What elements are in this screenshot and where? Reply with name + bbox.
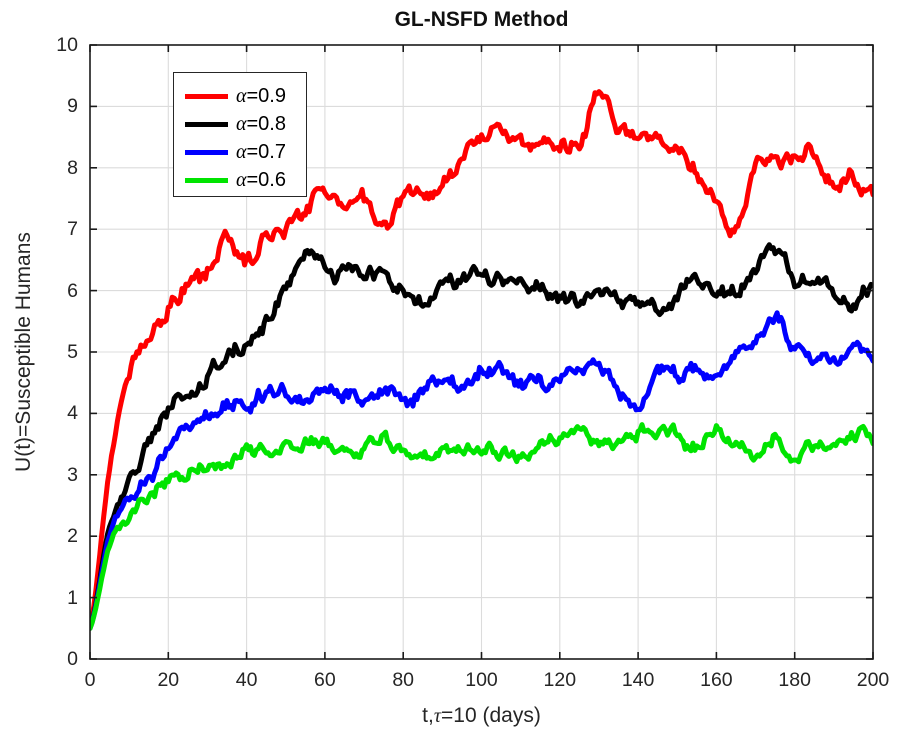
series-line-alpha-0.9: [90, 89, 873, 631]
x-tick-label: 180: [778, 669, 811, 691]
legend-swatch: [185, 93, 228, 99]
legend-value: =0.7: [246, 141, 286, 163]
x-tick-label: 0: [84, 669, 96, 691]
series-lines: [90, 89, 873, 631]
y-tick-label: 0: [67, 648, 78, 670]
legend-value: =0.9: [246, 85, 286, 107]
alpha-symbol: α: [236, 169, 247, 191]
y-tick-label: 2: [67, 525, 78, 548]
x-tick-label: 160: [700, 669, 733, 691]
legend-item-alpha-0.9: α=0.9: [174, 82, 306, 110]
alpha-symbol: α: [236, 113, 247, 135]
legend-item-alpha-0.8: α=0.8: [174, 110, 306, 138]
legend-value: =0.6: [246, 169, 286, 191]
y-tick-label: 10: [56, 34, 78, 56]
series-line-alpha-0.8: [90, 242, 873, 631]
legend-label: α=0.8: [236, 114, 286, 134]
y-tick-label: 1: [67, 586, 78, 609]
y-tick-label: 6: [67, 279, 78, 302]
alpha-symbol: α: [236, 85, 247, 107]
y-tick-label: 3: [67, 463, 78, 486]
x-axis-label-suffix: =10 (days): [441, 704, 541, 727]
x-tick-label: 100: [465, 669, 498, 691]
y-tick-label: 8: [67, 156, 78, 179]
x-tick-label: 200: [856, 669, 890, 691]
legend-item-alpha-0.7: α=0.7: [174, 138, 306, 166]
series-line-alpha-0.7: [90, 310, 873, 631]
chart-title: GL-NSFD Method: [394, 8, 569, 31]
x-axis-label-prefix: t,: [422, 704, 434, 727]
x-tick-label: 40: [235, 669, 258, 691]
alpha-symbol: α: [236, 141, 247, 163]
legend-swatch: [185, 177, 228, 183]
tau-symbol: τ: [433, 705, 442, 727]
legend-swatch: [185, 149, 228, 155]
x-tick-label: 60: [314, 669, 336, 691]
legend: α=0.9 α=0.8 α=0.7 α=0.6: [173, 72, 307, 197]
series-line-alpha-0.6: [90, 422, 873, 631]
x-axis-label: t,τ=10 (days): [90, 704, 873, 728]
x-tick-label: 20: [157, 669, 180, 691]
legend-value: =0.8: [246, 113, 286, 135]
legend-label: α=0.7: [236, 142, 286, 162]
x-tick-label: 80: [392, 669, 415, 691]
legend-label: α=0.6: [236, 170, 286, 190]
axes-box: [89, 44, 874, 660]
x-tick-label: 120: [543, 669, 577, 691]
y-tick-label: 5: [67, 341, 78, 363]
legend-swatch: [185, 121, 228, 127]
y-tick-label: 9: [67, 95, 78, 118]
legend-label: α=0.9: [236, 86, 286, 106]
y-tick-label: 7: [67, 218, 78, 241]
y-tick-label: 4: [67, 402, 78, 425]
x-tick-label: 140: [621, 669, 655, 691]
legend-item-alpha-0.6: α=0.6: [174, 166, 306, 194]
